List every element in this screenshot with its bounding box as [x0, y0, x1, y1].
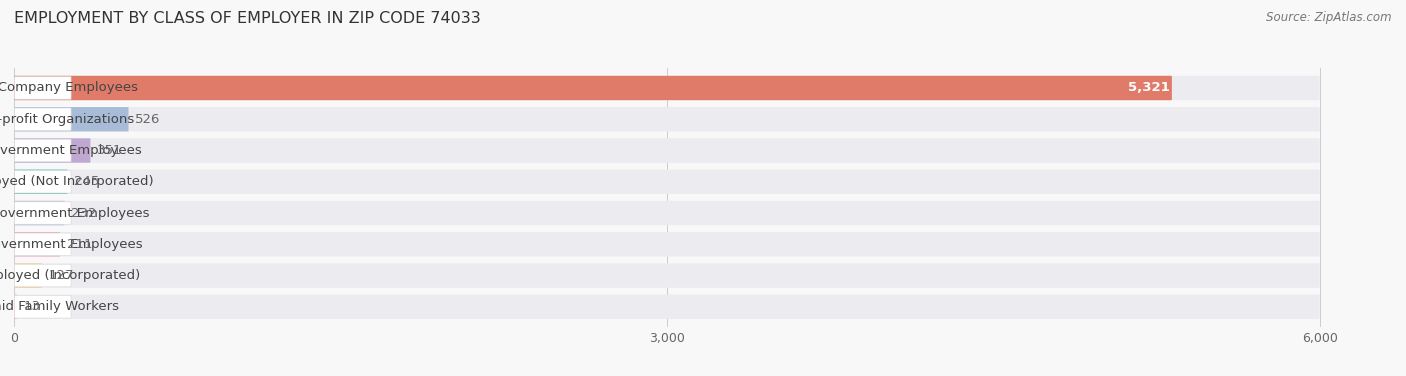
FancyBboxPatch shape	[14, 171, 72, 193]
FancyBboxPatch shape	[14, 201, 1320, 225]
FancyBboxPatch shape	[14, 77, 72, 99]
FancyBboxPatch shape	[14, 108, 72, 130]
Text: 13: 13	[24, 300, 41, 313]
FancyBboxPatch shape	[14, 233, 72, 256]
FancyBboxPatch shape	[14, 201, 65, 225]
Text: State Government Employees: State Government Employees	[0, 238, 142, 251]
Text: 245: 245	[75, 175, 100, 188]
Text: 351: 351	[97, 144, 122, 157]
Text: 526: 526	[135, 113, 160, 126]
Text: Self-Employed (Incorporated): Self-Employed (Incorporated)	[0, 269, 141, 282]
Text: 5,321: 5,321	[1128, 82, 1170, 94]
FancyBboxPatch shape	[14, 139, 72, 162]
Text: EMPLOYMENT BY CLASS OF EMPLOYER IN ZIP CODE 74033: EMPLOYMENT BY CLASS OF EMPLOYER IN ZIP C…	[14, 11, 481, 26]
FancyBboxPatch shape	[14, 170, 67, 194]
FancyBboxPatch shape	[14, 76, 1171, 100]
FancyBboxPatch shape	[14, 76, 1320, 100]
FancyBboxPatch shape	[14, 263, 1320, 288]
FancyBboxPatch shape	[14, 295, 17, 319]
FancyBboxPatch shape	[14, 107, 1320, 132]
Text: 211: 211	[66, 238, 91, 251]
Text: Unpaid Family Workers: Unpaid Family Workers	[0, 300, 118, 313]
Text: Local Government Employees: Local Government Employees	[0, 144, 142, 157]
Text: Not-for-profit Organizations: Not-for-profit Organizations	[0, 113, 134, 126]
Text: 127: 127	[48, 269, 73, 282]
FancyBboxPatch shape	[14, 263, 42, 288]
Text: Federal Government Employees: Federal Government Employees	[0, 206, 149, 220]
Text: Self-Employed (Not Incorporated): Self-Employed (Not Incorporated)	[0, 175, 155, 188]
FancyBboxPatch shape	[14, 170, 1320, 194]
FancyBboxPatch shape	[14, 296, 72, 318]
FancyBboxPatch shape	[14, 202, 72, 224]
FancyBboxPatch shape	[14, 107, 128, 132]
FancyBboxPatch shape	[14, 138, 90, 163]
Text: Source: ZipAtlas.com: Source: ZipAtlas.com	[1267, 11, 1392, 24]
Text: Private Company Employees: Private Company Employees	[0, 82, 138, 94]
Text: 232: 232	[72, 206, 97, 220]
FancyBboxPatch shape	[14, 232, 60, 256]
FancyBboxPatch shape	[14, 264, 72, 287]
FancyBboxPatch shape	[14, 232, 1320, 256]
FancyBboxPatch shape	[14, 295, 1320, 319]
FancyBboxPatch shape	[14, 138, 1320, 163]
